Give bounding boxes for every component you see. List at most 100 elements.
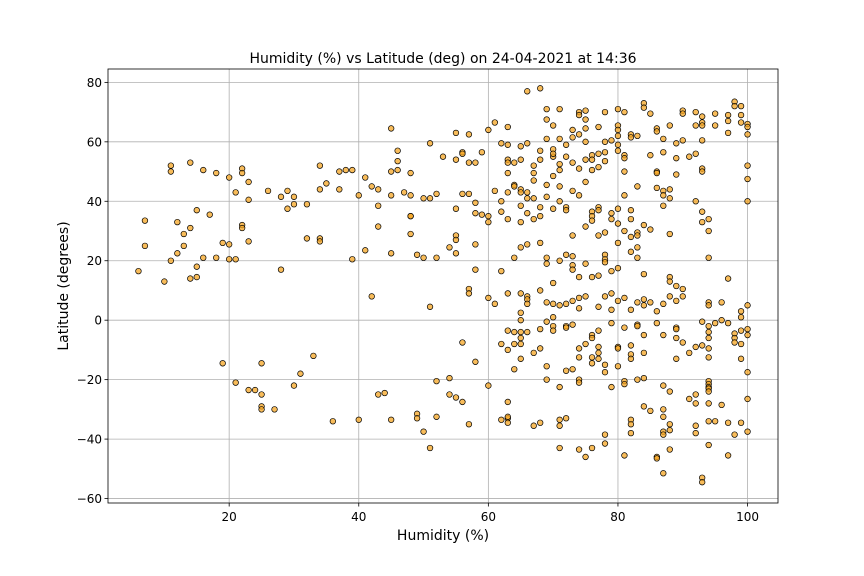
data-point <box>245 178 252 186</box>
data-point <box>640 104 648 111</box>
data-point <box>465 290 473 297</box>
data-point <box>420 428 427 435</box>
data-point <box>537 239 544 247</box>
data-point <box>718 401 725 409</box>
data-point <box>705 215 712 223</box>
data-point <box>673 140 680 147</box>
data-point <box>245 386 252 394</box>
data-point <box>653 308 660 315</box>
data-point <box>465 190 473 197</box>
data-point <box>595 163 602 171</box>
data-point <box>744 395 751 403</box>
data-point <box>452 156 460 163</box>
data-point <box>452 394 460 401</box>
data-point <box>744 198 751 205</box>
data-point <box>556 422 563 429</box>
data-point <box>588 360 596 367</box>
data-point <box>342 166 349 174</box>
x-tick-label: 100 <box>736 510 759 524</box>
data-point <box>575 294 583 302</box>
data-point <box>660 382 667 389</box>
data-point <box>290 193 298 200</box>
data-point <box>284 205 291 212</box>
data-point <box>355 192 362 199</box>
data-point <box>679 285 686 293</box>
data-point <box>699 168 706 175</box>
data-point <box>569 253 576 260</box>
data-point <box>744 369 751 376</box>
data-point <box>504 189 511 196</box>
data-point <box>517 290 524 297</box>
data-point <box>582 138 589 145</box>
data-point <box>381 389 388 397</box>
data-point <box>433 254 440 261</box>
data-point <box>517 189 524 196</box>
data-point <box>744 302 751 309</box>
x-tick-label: 40 <box>351 510 366 524</box>
data-point <box>673 155 680 162</box>
data-point <box>556 444 563 452</box>
data-point <box>433 377 440 385</box>
data-point <box>660 149 667 156</box>
data-point <box>575 305 583 312</box>
data-point <box>692 198 699 205</box>
data-point <box>316 162 324 169</box>
data-point <box>394 158 401 165</box>
data-point <box>213 169 220 177</box>
data-point <box>180 242 187 250</box>
data-point <box>446 391 453 398</box>
data-point <box>504 290 511 297</box>
data-point <box>601 369 609 376</box>
data-point <box>588 334 596 342</box>
data-point <box>660 431 667 438</box>
data-point <box>699 137 706 144</box>
data-point <box>731 431 738 438</box>
data-point <box>614 205 622 212</box>
data-point <box>614 265 622 272</box>
y-tick-label: −20 <box>77 373 102 387</box>
data-point <box>647 299 654 306</box>
data-point <box>388 416 395 423</box>
data-point <box>608 210 615 217</box>
data-point <box>504 327 511 334</box>
data-point <box>705 388 712 395</box>
data-point <box>550 314 557 321</box>
data-point <box>400 189 408 196</box>
data-point <box>621 168 628 175</box>
data-point <box>608 215 615 223</box>
data-point <box>653 128 660 135</box>
data-point <box>407 169 414 177</box>
data-point <box>647 152 654 159</box>
data-point <box>744 131 751 138</box>
data-point <box>744 331 751 339</box>
data-point <box>550 279 557 287</box>
data-point <box>737 314 745 321</box>
x-axis-label: Humidity (%) <box>397 528 489 544</box>
data-point <box>388 125 395 132</box>
data-point <box>543 363 550 370</box>
data-point <box>575 273 583 281</box>
data-point <box>666 278 673 285</box>
data-point <box>375 223 382 230</box>
data-point <box>575 192 583 199</box>
y-tick-label: 20 <box>87 254 102 268</box>
data-point <box>277 266 285 273</box>
data-point <box>556 198 563 205</box>
data-point <box>660 413 667 420</box>
data-point <box>692 422 699 429</box>
data-point <box>504 413 511 420</box>
data-point <box>472 358 479 365</box>
data-point <box>316 186 324 193</box>
plot-area-frame <box>107 68 779 504</box>
data-point <box>452 236 460 244</box>
data-point <box>737 119 745 126</box>
data-point <box>537 212 544 220</box>
data-point <box>297 370 304 377</box>
data-point <box>692 150 699 157</box>
data-point <box>737 103 745 110</box>
data-point <box>537 85 544 92</box>
data-point <box>420 254 427 261</box>
data-point <box>556 302 563 309</box>
data-point <box>582 293 589 300</box>
data-point <box>537 325 544 333</box>
